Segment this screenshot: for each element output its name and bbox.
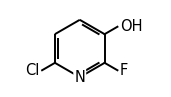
Text: N: N [74, 70, 85, 85]
Text: Cl: Cl [25, 63, 40, 78]
Text: OH: OH [120, 19, 142, 34]
Text: F: F [120, 63, 128, 78]
